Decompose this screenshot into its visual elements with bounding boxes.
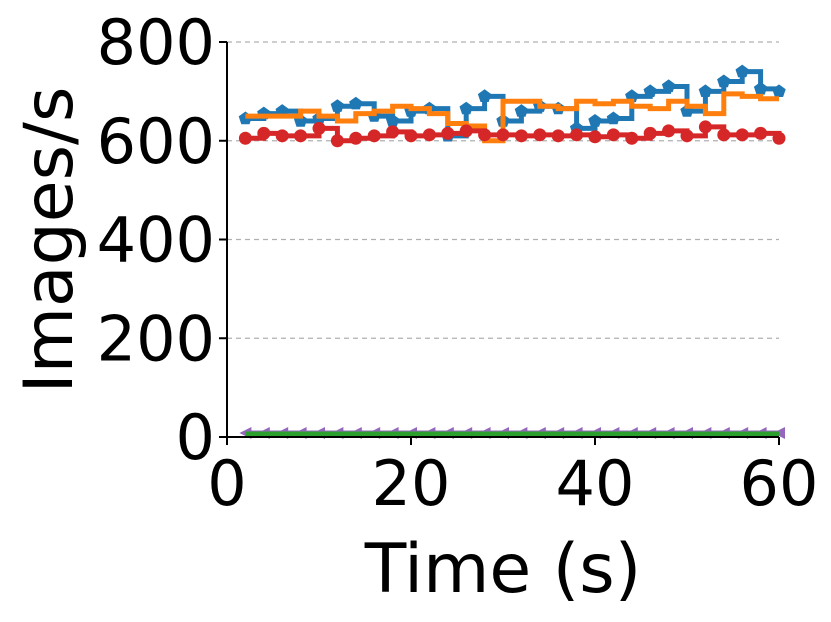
data-point bbox=[588, 130, 602, 144]
data-point bbox=[459, 101, 473, 115]
y-tick-label: 0 bbox=[176, 401, 215, 474]
grid-lines bbox=[227, 41, 779, 339]
data-point bbox=[717, 74, 731, 88]
data-point bbox=[404, 129, 418, 143]
data-point bbox=[643, 126, 657, 140]
data-point bbox=[588, 114, 602, 127]
data-point bbox=[385, 114, 400, 127]
data-point bbox=[661, 79, 676, 93]
data-point bbox=[459, 124, 473, 138]
tick-labels: 0 200 400 600 800 0 20 40 60 bbox=[97, 6, 819, 520]
series-2 bbox=[238, 120, 786, 148]
data-point bbox=[754, 126, 768, 140]
series-layer bbox=[238, 64, 786, 440]
data-point bbox=[772, 84, 786, 97]
series-line bbox=[245, 91, 779, 144]
y-tick-label: 200 bbox=[97, 302, 215, 375]
data-point bbox=[680, 129, 694, 143]
x-tick-label: 20 bbox=[372, 447, 451, 520]
data-point bbox=[514, 104, 529, 117]
axes bbox=[219, 41, 780, 445]
data-point bbox=[551, 129, 565, 143]
data-point bbox=[422, 128, 436, 142]
series-1 bbox=[245, 91, 779, 144]
data-point bbox=[735, 64, 749, 78]
data-point bbox=[349, 131, 363, 145]
y-axis-title: Images/s bbox=[10, 87, 89, 394]
data-point bbox=[441, 126, 455, 140]
data-point bbox=[606, 128, 620, 142]
data-point bbox=[643, 84, 657, 97]
x-tick-label: 0 bbox=[207, 447, 246, 520]
data-point bbox=[386, 125, 400, 139]
data-point bbox=[294, 129, 308, 143]
x-tick-label: 60 bbox=[740, 447, 819, 520]
data-point bbox=[717, 128, 731, 142]
data-point bbox=[698, 84, 713, 97]
data-point bbox=[367, 129, 381, 143]
y-tick-label: 800 bbox=[97, 6, 215, 79]
data-point bbox=[330, 99, 345, 112]
data-point bbox=[257, 126, 271, 140]
data-point bbox=[772, 131, 786, 145]
data-point bbox=[496, 128, 510, 142]
x-axis-title: Time (s) bbox=[364, 530, 642, 609]
data-point bbox=[349, 96, 363, 110]
y-tick-label: 600 bbox=[97, 105, 215, 178]
data-point bbox=[275, 129, 289, 143]
data-point bbox=[312, 121, 326, 135]
y-tick-label: 400 bbox=[97, 204, 215, 277]
x-tick-label: 40 bbox=[556, 447, 635, 520]
data-point bbox=[330, 134, 344, 148]
data-point bbox=[625, 131, 639, 145]
data-point bbox=[698, 120, 712, 134]
data-point bbox=[478, 128, 492, 142]
data-point bbox=[735, 128, 749, 142]
data-point bbox=[606, 111, 621, 125]
data-point bbox=[753, 81, 768, 95]
data-point bbox=[238, 131, 252, 145]
data-point bbox=[570, 128, 584, 142]
data-point bbox=[514, 129, 528, 143]
data-point bbox=[533, 128, 547, 142]
data-point bbox=[662, 124, 676, 138]
data-point bbox=[477, 89, 492, 102]
